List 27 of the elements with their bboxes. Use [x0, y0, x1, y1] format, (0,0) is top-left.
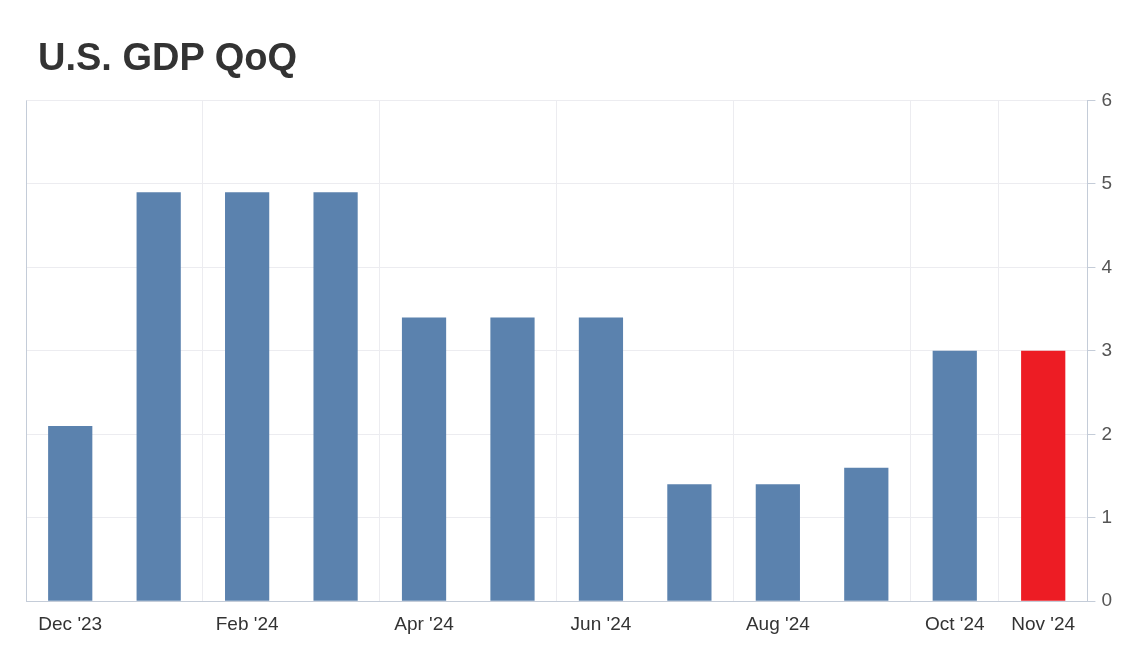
y-tick-label: 0 [1101, 589, 1113, 611]
x-tick-label: Oct '24 [924, 612, 985, 634]
chart-title: U.S. GDP QoQ [38, 36, 298, 79]
bar [490, 317, 535, 601]
bar [48, 425, 93, 601]
bar [932, 350, 977, 601]
bar [578, 317, 624, 601]
x-tick-label: Nov '24 [1011, 612, 1076, 634]
bar [136, 192, 181, 601]
y-tick-label: 6 [1101, 88, 1113, 110]
bar [667, 484, 712, 601]
bar [1021, 350, 1066, 601]
bar [844, 467, 889, 601]
bar [755, 484, 800, 601]
x-tick-label: Feb '24 [215, 612, 279, 634]
bar [401, 317, 447, 601]
y-tick-label: 3 [1101, 339, 1113, 361]
bar [313, 192, 358, 601]
x-tick-label: Jun '24 [570, 612, 632, 634]
x-tick-label: Aug '24 [745, 612, 811, 634]
y-tick-label: 2 [1101, 422, 1113, 444]
x-tick-label: Apr '24 [394, 612, 455, 634]
x-tick-label: Dec '23 [38, 612, 103, 634]
bar [225, 192, 270, 601]
y-tick-label: 1 [1101, 505, 1113, 527]
y-tick-label: 5 [1101, 172, 1113, 194]
y-tick-label: 4 [1101, 255, 1113, 277]
